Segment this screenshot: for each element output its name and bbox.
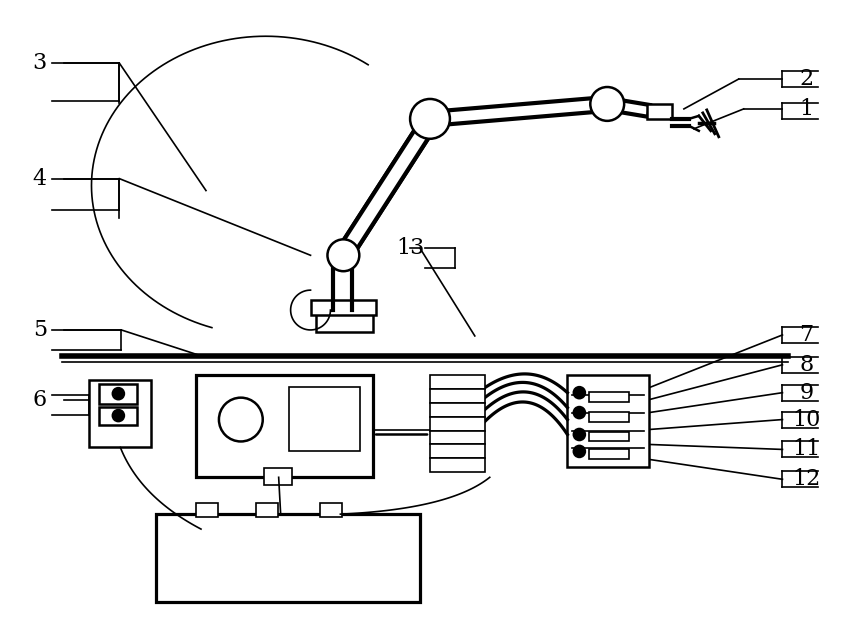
Text: 1: 1 [798, 98, 813, 120]
Bar [430, 417, 484, 431]
Circle shape [112, 410, 124, 422]
Bar [156, 514, 419, 602]
Text: 10: 10 [791, 408, 820, 431]
Circle shape [410, 99, 449, 139]
Bar [310, 300, 375, 315]
Bar [99, 383, 137, 404]
Text: 3: 3 [33, 52, 46, 74]
Bar [320, 503, 342, 517]
Bar [195, 503, 218, 517]
Bar [430, 431, 484, 445]
Circle shape [327, 239, 359, 271]
Bar [256, 503, 277, 517]
Bar [288, 387, 360, 452]
Bar [589, 449, 629, 459]
Polygon shape [605, 98, 649, 117]
Text: 8: 8 [798, 354, 813, 376]
Bar [647, 104, 672, 119]
Bar [589, 412, 629, 422]
Polygon shape [429, 97, 607, 126]
Bar [263, 468, 291, 486]
Circle shape [219, 397, 263, 441]
Bar [430, 458, 484, 472]
Text: 11: 11 [791, 438, 820, 461]
Bar [567, 375, 648, 468]
Bar [90, 380, 151, 447]
Bar [430, 445, 484, 458]
Text: 12: 12 [791, 468, 820, 490]
Text: 5: 5 [33, 319, 46, 341]
Bar [430, 375, 484, 389]
Bar [430, 403, 484, 417]
Bar [430, 389, 484, 403]
Circle shape [590, 87, 623, 121]
Circle shape [573, 387, 585, 399]
Circle shape [573, 429, 585, 440]
Text: 13: 13 [395, 237, 424, 259]
Text: 4: 4 [33, 168, 46, 189]
Bar [99, 406, 137, 424]
Text: 7: 7 [798, 324, 813, 346]
Circle shape [573, 445, 585, 457]
Text: 6: 6 [33, 389, 46, 411]
Bar [315, 310, 373, 332]
Circle shape [573, 406, 585, 419]
Bar [195, 375, 373, 477]
Bar [589, 431, 629, 441]
Polygon shape [337, 117, 437, 260]
Text: 9: 9 [798, 382, 813, 404]
Circle shape [112, 388, 124, 399]
Bar [589, 392, 629, 402]
Text: 2: 2 [798, 68, 813, 90]
